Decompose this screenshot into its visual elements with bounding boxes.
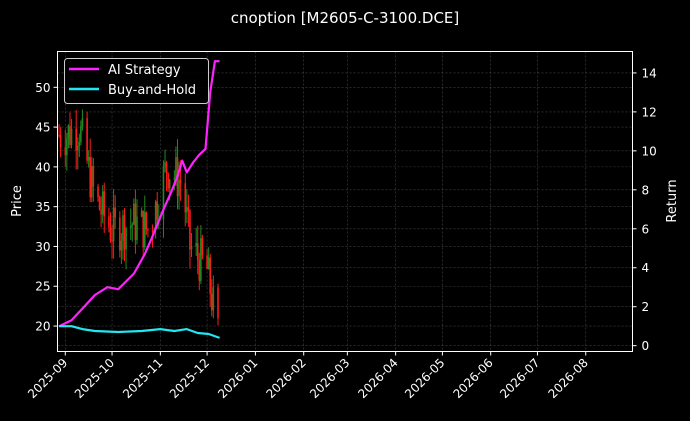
series-line-ai-strategy bbox=[58, 60, 220, 328]
legend: AI Strategy Buy-and-Hold bbox=[64, 58, 209, 104]
right-axis-label: Return bbox=[665, 179, 680, 222]
left-tick-label: 30 bbox=[35, 240, 50, 254]
left-tick-label: 25 bbox=[35, 280, 50, 294]
right-tick-label: 8 bbox=[642, 183, 650, 197]
legend-label-buy-and-hold: Buy-and-Hold bbox=[108, 83, 196, 98]
x-axis: 2025-09 2025-10 2025-11 2025-12 2026-01 2026-… bbox=[25, 351, 591, 401]
x-tick-label: 2026-07 bbox=[497, 356, 542, 401]
right-tick-label: 14 bbox=[642, 66, 657, 80]
x-tick-label: 2026-04 bbox=[355, 356, 400, 401]
grid-lines bbox=[57, 51, 633, 352]
right-tick-label: 6 bbox=[642, 222, 650, 236]
left-tick-label: 50 bbox=[35, 81, 50, 95]
left-tick-label: 45 bbox=[35, 121, 50, 135]
left-axis: 20 25 30 35 40 45 50 bbox=[35, 81, 58, 334]
right-tick-label: 0 bbox=[642, 339, 650, 353]
x-tick-label: 2026-01 bbox=[215, 356, 260, 401]
x-tick-label: 2025-10 bbox=[72, 356, 117, 401]
x-tick-label: 2026-05 bbox=[402, 356, 447, 401]
right-tick-label: 10 bbox=[642, 144, 657, 158]
left-tick-label: 35 bbox=[35, 200, 50, 214]
right-tick-label: 2 bbox=[642, 300, 650, 314]
price-candles bbox=[58, 109, 219, 326]
left-axis-label: Price bbox=[10, 185, 25, 217]
x-tick-label: 2025-09 bbox=[25, 356, 70, 401]
right-tick-label: 4 bbox=[642, 261, 650, 275]
x-tick-label: 2026-02 bbox=[263, 356, 308, 401]
series-line-buy-and-hold bbox=[59, 325, 220, 339]
left-tick-label: 40 bbox=[35, 160, 50, 174]
return-lines bbox=[58, 60, 220, 339]
plot-frame bbox=[57, 51, 633, 352]
chart-title: cnoption [M2605-C-3100.DCE] bbox=[230, 9, 460, 27]
left-tick-label: 20 bbox=[35, 320, 50, 334]
legend-label-ai-strategy: AI Strategy bbox=[108, 63, 181, 78]
right-tick-label: 12 bbox=[642, 105, 657, 119]
x-tick-label: 2026-06 bbox=[450, 356, 495, 401]
x-tick-label: 2025-11 bbox=[120, 356, 165, 401]
right-axis: 0 2 4 6 8 10 12 14 bbox=[632, 66, 657, 353]
x-tick-label: 2025-12 bbox=[167, 356, 212, 401]
x-tick-label: 2026-03 bbox=[307, 356, 352, 401]
x-tick-label: 2026-08 bbox=[546, 356, 591, 401]
